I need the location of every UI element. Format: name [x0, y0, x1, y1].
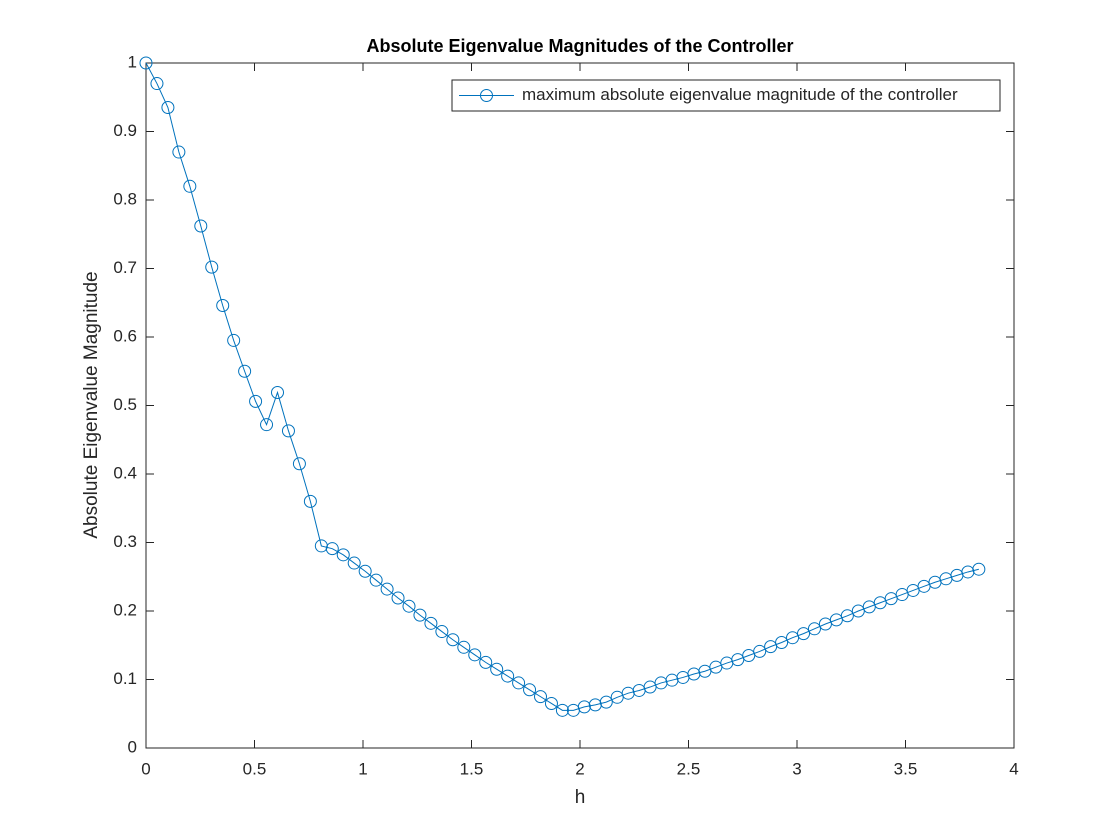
plot-area: [145, 62, 1015, 749]
data-point: [972, 562, 986, 576]
data-point: [139, 56, 153, 70]
data-point: [523, 683, 537, 697]
data-point: [534, 690, 548, 704]
y-axis-label: Absolute Eigenvalue Magnitude: [81, 271, 102, 538]
data-point: [292, 457, 306, 471]
data-point: [402, 599, 416, 613]
data-point: [446, 633, 460, 647]
data-point: [599, 695, 613, 709]
data-point: [775, 636, 789, 650]
data-point: [369, 573, 383, 587]
data-point: [281, 424, 295, 438]
legend-marker: [480, 89, 493, 102]
series-line: [145, 62, 979, 711]
data-point: [336, 548, 350, 562]
y-tick-label: 0.7: [113, 258, 137, 277]
data-point: [172, 145, 186, 159]
data-point: [457, 640, 471, 654]
y-tick-label: 0.2: [113, 600, 137, 619]
data-point: [501, 669, 515, 683]
data-point: [161, 101, 175, 115]
y-tick-label: 0.3: [113, 532, 137, 551]
data-point: [325, 542, 339, 556]
data-point: [303, 494, 317, 508]
data-point: [753, 644, 767, 658]
data-point: [807, 622, 821, 636]
legend-label: maximum absolute eigenvalue magnitude of…: [522, 85, 958, 104]
y-tick-label: 0.5: [113, 395, 137, 414]
y-tick-label: 0.8: [113, 189, 137, 208]
x-tick-label: 1: [358, 759, 367, 778]
data-point: [216, 298, 230, 312]
data-point: [555, 703, 569, 717]
data-point: [205, 260, 219, 274]
data-point: [840, 609, 854, 623]
data-point: [797, 627, 811, 641]
data-point: [391, 591, 405, 605]
y-tick-label: 0.1: [113, 669, 137, 688]
y-tick-label: 0.4: [113, 463, 137, 482]
data-point: [271, 385, 285, 399]
y-tick-label: 0.9: [113, 121, 137, 140]
x-tick-label: 1.5: [460, 759, 484, 778]
x-tick-label: 2: [575, 759, 584, 778]
data-point: [183, 179, 197, 193]
data-point: [150, 77, 164, 91]
data-point: [238, 364, 252, 378]
data-point: [249, 394, 263, 408]
data-point: [490, 662, 504, 676]
y-tick-label: 1: [128, 52, 137, 71]
data-point: [479, 655, 493, 669]
data-point: [358, 564, 372, 578]
x-tick-label: 0.5: [243, 759, 267, 778]
data-point: [544, 696, 558, 710]
x-axis-label: h: [575, 787, 586, 808]
x-tick-label: 0: [141, 759, 150, 778]
data-point: [577, 700, 591, 714]
x-tick-label: 3.5: [894, 759, 918, 778]
data-point: [424, 616, 438, 630]
y-tick-label: 0: [128, 737, 137, 756]
chart-title: Absolute Eigenvalue Magnitudes of the Co…: [366, 36, 793, 56]
data-point: [512, 676, 526, 690]
data-point: [468, 648, 482, 662]
data-point: [260, 418, 274, 432]
data-point: [347, 556, 361, 570]
x-tick-label: 4: [1009, 759, 1018, 778]
data-point: [435, 625, 449, 639]
y-tick-label: 0.6: [113, 326, 137, 345]
x-tick-label: 3: [792, 759, 801, 778]
legend-box: [451, 79, 1001, 112]
data-point: [227, 333, 241, 347]
data-point: [194, 219, 208, 233]
x-tick-label: 2.5: [677, 759, 701, 778]
data-point: [380, 582, 394, 596]
data-point: [413, 608, 427, 622]
